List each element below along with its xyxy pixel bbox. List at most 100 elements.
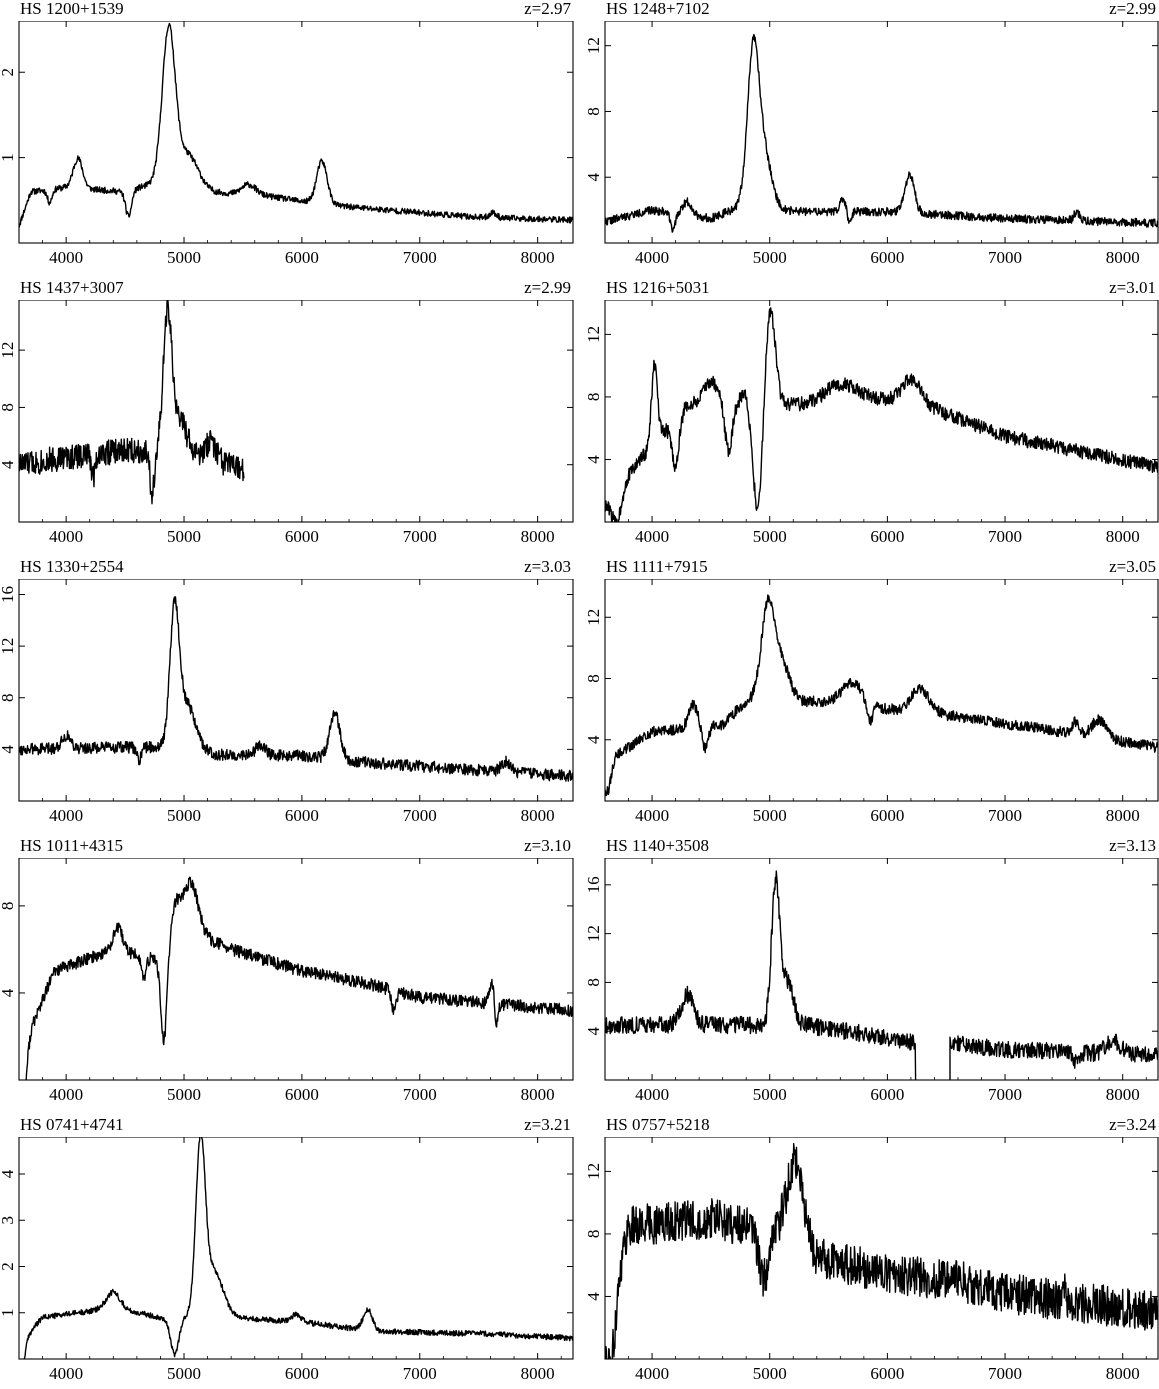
- plot-frame: [18, 579, 574, 802]
- y-tick-label: 8: [585, 674, 603, 683]
- x-tick-label: 5000: [753, 1085, 787, 1104]
- panel-redshift: z=3.03: [524, 557, 571, 576]
- panel-redshift: z=3.10: [524, 836, 571, 855]
- y-tick-label: 12: [585, 609, 603, 626]
- panel-title: HS 1200+1539: [20, 0, 124, 18]
- x-tick-label: 4000: [635, 1364, 669, 1383]
- x-tick-label: 8000: [521, 806, 555, 825]
- x-tick-label: 6000: [870, 248, 904, 267]
- y-tick-label: 3: [0, 1216, 17, 1225]
- y-tick-label: 16: [585, 876, 603, 893]
- x-tick-label: 5000: [753, 806, 787, 825]
- spectrum-plot-3: 4000 5000 6000 7000 8000 4 8 12: [585, 300, 1159, 546]
- spectrum-plot-7: 4000 5000 6000 7000 8000 4 8 12 16: [585, 858, 1159, 1104]
- panel-title: HS 1111+7915: [606, 557, 708, 576]
- x-tick-label: 6000: [285, 248, 319, 267]
- spectrum-plot-9: 4000 5000 6000 7000 8000 4 8 12: [585, 1137, 1159, 1383]
- y-tick-label: 12: [585, 925, 603, 942]
- spectrum-line: [25, 876, 573, 1080]
- y-tick-label: 8: [585, 1230, 603, 1239]
- y-tick-label: 12: [0, 638, 17, 655]
- panel-title: HS 1330+2554: [20, 557, 124, 576]
- spectrum-plot-1: 4000 5000 6000 7000 8000 4 8 12: [585, 21, 1159, 267]
- spectrum-line: [19, 300, 245, 505]
- y-tick-label: 8: [585, 393, 603, 402]
- plot-frame: [604, 1137, 1159, 1360]
- x-tick-label: 4000: [49, 1364, 83, 1383]
- plot-frame: [604, 21, 1159, 244]
- y-tick-label: 4: [0, 460, 17, 469]
- spectrum-plot-2: 4000 5000 6000 7000 8000 4 8 12: [0, 300, 574, 546]
- x-tick-label: 6000: [870, 806, 904, 825]
- x-tick-label: 6000: [870, 1364, 904, 1383]
- panel-redshift: z=2.99: [1109, 0, 1156, 18]
- y-tick-label: 16: [0, 586, 17, 603]
- y-tick-label: 8: [0, 693, 17, 702]
- x-tick-label: 7000: [403, 1085, 437, 1104]
- spectrum-line: [605, 307, 1158, 522]
- spectrum-plot-4: 4000 5000 6000 7000 8000 4 8 12 16: [0, 579, 574, 825]
- plot-frame: [604, 579, 1159, 802]
- x-tick-label: 5000: [167, 1364, 201, 1383]
- y-tick-label: 4: [0, 745, 17, 754]
- panel-redshift: z=2.99: [524, 278, 571, 297]
- panel-redshift: z=2.97: [524, 0, 571, 18]
- x-tick-label: 6000: [870, 1085, 904, 1104]
- x-tick-label: 7000: [988, 248, 1022, 267]
- y-tick-label: 12: [585, 1163, 603, 1180]
- y-tick-label: 12: [0, 342, 17, 359]
- panel-redshift: z=3.13: [1109, 836, 1156, 855]
- y-tick-label: 4: [585, 735, 603, 744]
- x-tick-label: 8000: [1106, 1364, 1140, 1383]
- x-tick-label: 8000: [521, 248, 555, 267]
- panel-title: HS 1011+4315: [20, 836, 123, 855]
- y-tick-label: 4: [0, 988, 17, 997]
- x-tick-label: 8000: [1106, 248, 1140, 267]
- panel-redshift: z=3.21: [524, 1115, 571, 1134]
- x-tick-label: 7000: [988, 1085, 1022, 1104]
- y-tick-label: 8: [585, 978, 603, 987]
- y-tick-label: 4: [585, 1026, 603, 1035]
- plot-frame: [604, 858, 1159, 1081]
- panel-redshift: z=3.24: [1109, 1115, 1156, 1134]
- spectrum-line: [23, 1137, 573, 1359]
- y-tick-label: 2: [0, 68, 17, 77]
- y-tick-label: 1: [0, 1309, 17, 1318]
- panel-title: HS 1216+5031: [606, 278, 710, 297]
- x-tick-label: 7000: [988, 527, 1022, 546]
- x-tick-label: 6000: [285, 1364, 319, 1383]
- x-tick-label: 5000: [753, 248, 787, 267]
- y-tick-label: 1: [0, 153, 17, 162]
- panel-title: HS 1437+3007: [20, 278, 124, 297]
- x-tick-label: 7000: [988, 1364, 1022, 1383]
- spectrum-line: [949, 1033, 1158, 1080]
- y-tick-label: 4: [585, 455, 603, 464]
- x-tick-label: 8000: [521, 527, 555, 546]
- x-tick-label: 6000: [285, 806, 319, 825]
- x-tick-label: 4000: [635, 806, 669, 825]
- panel-title: HS 0757+5218: [606, 1115, 710, 1134]
- x-tick-label: 4000: [635, 248, 669, 267]
- x-tick-label: 4000: [635, 527, 669, 546]
- x-tick-label: 8000: [521, 1085, 555, 1104]
- spectrum-line: [19, 22, 573, 228]
- plot-frame: [18, 300, 574, 523]
- plot-frame: [18, 21, 574, 244]
- spectrum-plot-5: 4000 5000 6000 7000 8000 4 8 12: [585, 579, 1159, 825]
- x-tick-label: 5000: [167, 248, 201, 267]
- spectrum-line: [605, 33, 1158, 233]
- y-tick-label: 8: [0, 403, 17, 412]
- x-tick-label: 7000: [988, 806, 1022, 825]
- x-tick-label: 7000: [403, 806, 437, 825]
- panel-title: HS 0741+4741: [20, 1115, 124, 1134]
- y-tick-label: 4: [585, 172, 603, 181]
- y-tick-label: 8: [0, 902, 17, 911]
- y-tick-label: 8: [585, 107, 603, 116]
- spectrum-plot-8: 4000 5000 6000 7000 8000 1 2 3 4: [0, 1137, 574, 1383]
- x-tick-label: 4000: [49, 1085, 83, 1104]
- x-tick-label: 4000: [635, 1085, 669, 1104]
- plot-frame: [18, 858, 574, 1081]
- x-tick-label: 8000: [1106, 1085, 1140, 1104]
- spectrum-line: [605, 594, 1158, 797]
